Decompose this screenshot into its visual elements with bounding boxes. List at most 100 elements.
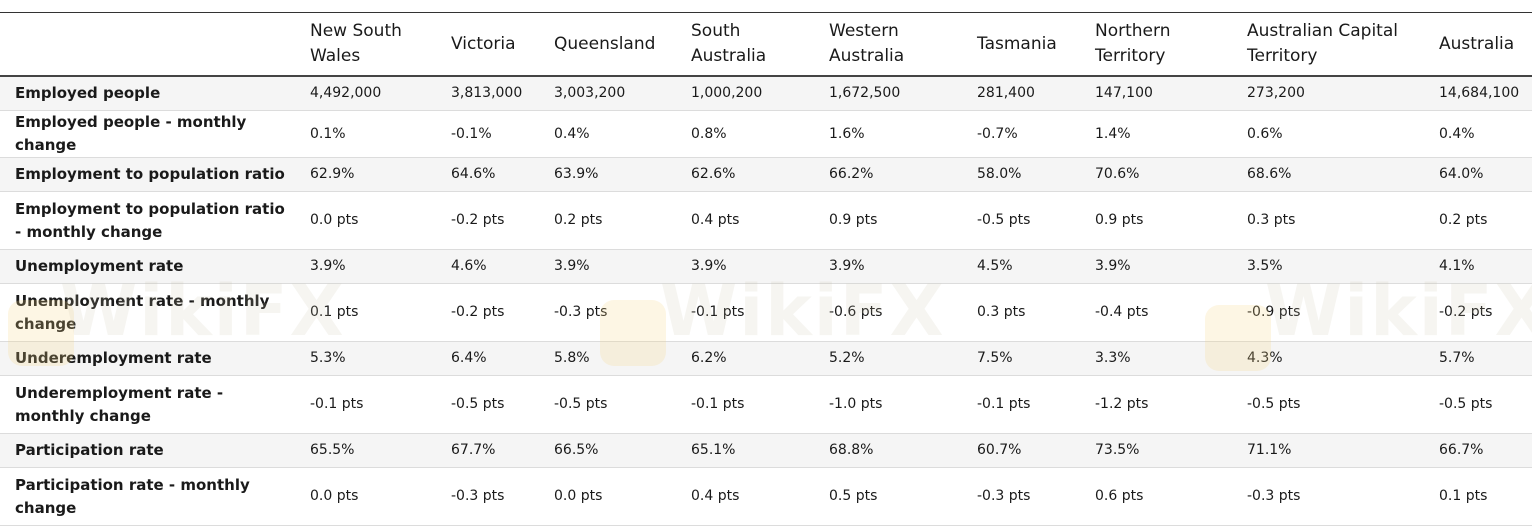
table-cell: -0.3 pts bbox=[436, 467, 539, 526]
table-cell: 0.4% bbox=[539, 110, 676, 158]
table-cell: -0.7% bbox=[962, 110, 1080, 158]
table-cell: -0.6 pts bbox=[814, 283, 962, 342]
table-cell: 5.7% bbox=[1424, 341, 1532, 376]
table-cell: 6.4% bbox=[436, 341, 539, 376]
table-cell: 65.5% bbox=[295, 433, 436, 468]
table-cell: 66.7% bbox=[1424, 433, 1532, 468]
row-label: Underemployment rate - monthly change bbox=[0, 375, 295, 434]
table-cell: 68.8% bbox=[814, 433, 962, 468]
table-cell: -0.1 pts bbox=[676, 375, 814, 434]
table-cell: 0.3 pts bbox=[1232, 191, 1424, 250]
column-header: South Australia bbox=[676, 13, 814, 77]
table-cell: 73.5% bbox=[1080, 433, 1232, 468]
table-cell: 0.3 pts bbox=[962, 283, 1080, 342]
table-cell: 64.6% bbox=[436, 157, 539, 192]
column-header: Tasmania bbox=[962, 13, 1080, 77]
table-cell: 65.1% bbox=[676, 433, 814, 468]
table-cell: -0.2 pts bbox=[436, 191, 539, 250]
table-cell: -0.3 pts bbox=[1232, 467, 1424, 526]
table-cell: 0.6 pts bbox=[1080, 467, 1232, 526]
table-cell: 70.6% bbox=[1080, 157, 1232, 192]
table-cell: 0.0 pts bbox=[539, 467, 676, 526]
table-cell: 71.1% bbox=[1232, 433, 1424, 468]
table-cell: 67.7% bbox=[436, 433, 539, 468]
table-cell: 58.0% bbox=[962, 157, 1080, 192]
table-cell: 0.1% bbox=[295, 110, 436, 158]
table-cell: 147,100 bbox=[1080, 76, 1232, 111]
table-cell: -0.1% bbox=[436, 110, 539, 158]
table-cell: -0.5 pts bbox=[539, 375, 676, 434]
table-cell: 6.2% bbox=[676, 341, 814, 376]
table-cell: 60.7% bbox=[962, 433, 1080, 468]
table-body: Employed people 4,492,000 3,813,000 3,003,2… bbox=[0, 76, 1532, 526]
table-cell: -0.5 pts bbox=[1424, 375, 1532, 434]
table-cell: 64.0% bbox=[1424, 157, 1532, 192]
table-cell: 66.2% bbox=[814, 157, 962, 192]
table-cell: 3.9% bbox=[814, 249, 962, 284]
row-label: Unemployment rate - monthly change bbox=[0, 283, 295, 342]
table-cell: 0.4 pts bbox=[676, 467, 814, 526]
table-cell: 68.6% bbox=[1232, 157, 1424, 192]
table-row: Participation rate - monthly change 0.0 p… bbox=[0, 467, 1532, 526]
column-header: Queensland bbox=[539, 13, 676, 77]
table-cell: -0.1 pts bbox=[676, 283, 814, 342]
table-cell: 4,492,000 bbox=[295, 76, 436, 111]
table-cell: 4.5% bbox=[962, 249, 1080, 284]
table-cell: 4.3% bbox=[1232, 341, 1424, 376]
table-cell: 5.3% bbox=[295, 341, 436, 376]
header-row: New South Wales Victoria Queensland South A… bbox=[0, 13, 1532, 77]
table-cell: 7.5% bbox=[962, 341, 1080, 376]
table-row: Employed people - monthly change 0.1% -0.1… bbox=[0, 110, 1532, 158]
row-label: Participation rate bbox=[0, 433, 295, 468]
table-cell: 3.3% bbox=[1080, 341, 1232, 376]
table-cell: 3.9% bbox=[295, 249, 436, 284]
table-cell: -0.2 pts bbox=[436, 283, 539, 342]
column-header: Australian Capital Territory bbox=[1232, 13, 1424, 77]
table-cell: -0.9 pts bbox=[1232, 283, 1424, 342]
table-cell: 0.9 pts bbox=[814, 191, 962, 250]
table-row: Underemployment rate 5.3% 6.4% 5.8% 6.2% 5.2%… bbox=[0, 341, 1532, 376]
header-blank-cell bbox=[0, 13, 295, 77]
table-cell: 1.6% bbox=[814, 110, 962, 158]
table-cell: 1,000,200 bbox=[676, 76, 814, 111]
table-cell: 273,200 bbox=[1232, 76, 1424, 111]
table-cell: 3.9% bbox=[1080, 249, 1232, 284]
table-cell: 0.8% bbox=[676, 110, 814, 158]
row-label: Underemployment rate bbox=[0, 341, 295, 376]
table-row: Employment to population ratio - monthly… bbox=[0, 191, 1532, 250]
table-cell: 0.0 pts bbox=[295, 191, 436, 250]
row-label: Employment to population ratio bbox=[0, 157, 295, 192]
table-cell: 0.2 pts bbox=[1424, 191, 1532, 250]
column-header: Victoria bbox=[436, 13, 539, 77]
table-cell: -0.1 pts bbox=[295, 375, 436, 434]
row-label: Employed people bbox=[0, 76, 295, 111]
table-cell: 62.6% bbox=[676, 157, 814, 192]
table-cell: 281,400 bbox=[962, 76, 1080, 111]
table-cell: 3.9% bbox=[539, 249, 676, 284]
table-cell: 1.4% bbox=[1080, 110, 1232, 158]
table-cell: -0.5 pts bbox=[436, 375, 539, 434]
labour-force-table: New South Wales Victoria Queensland South A… bbox=[0, 13, 1532, 526]
table-cell: -0.1 pts bbox=[962, 375, 1080, 434]
table-cell: -1.2 pts bbox=[1080, 375, 1232, 434]
column-header: Northern Territory bbox=[1080, 13, 1232, 77]
table-row: Employment to population ratio 62.9% 64.6%… bbox=[0, 157, 1532, 192]
table-cell: 0.0 pts bbox=[295, 467, 436, 526]
table-cell: -0.5 pts bbox=[1232, 375, 1424, 434]
table-cell: 5.8% bbox=[539, 341, 676, 376]
table-cell: -0.2 pts bbox=[1424, 283, 1532, 342]
top-rule bbox=[0, 12, 1532, 13]
table-row: Underemployment rate - monthly change -0.… bbox=[0, 375, 1532, 434]
row-label: Employed people - monthly change bbox=[0, 110, 295, 158]
table-cell: -1.0 pts bbox=[814, 375, 962, 434]
column-header: Western Australia bbox=[814, 13, 962, 77]
column-header: New South Wales bbox=[295, 13, 436, 77]
table-cell: -0.3 pts bbox=[962, 467, 1080, 526]
table-cell: -0.3 pts bbox=[539, 283, 676, 342]
table-cell: 0.1 pts bbox=[1424, 467, 1532, 526]
row-label: Unemployment rate bbox=[0, 249, 295, 284]
table-cell: -0.5 pts bbox=[962, 191, 1080, 250]
table-cell: 3.9% bbox=[676, 249, 814, 284]
column-header: Australia bbox=[1424, 13, 1532, 77]
table-cell: -0.4 pts bbox=[1080, 283, 1232, 342]
